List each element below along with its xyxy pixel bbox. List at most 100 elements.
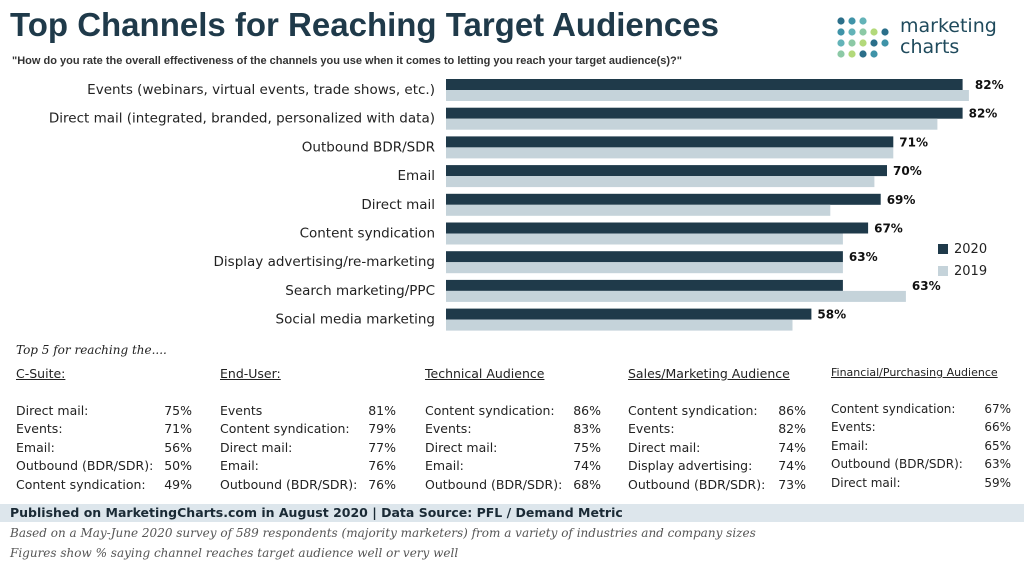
logo-dot bbox=[837, 17, 845, 25]
value-label-2020: 67% bbox=[874, 222, 903, 236]
bar-2020 bbox=[446, 251, 843, 263]
item-value: 79% bbox=[368, 421, 396, 437]
legend-label-2020: 2020 bbox=[954, 241, 988, 257]
bar-2019 bbox=[446, 290, 906, 302]
page-title: Top Channels for Reaching Target Audienc… bbox=[10, 6, 719, 43]
item-value: 76% bbox=[368, 476, 396, 492]
value-label-2020: 82% bbox=[975, 78, 1004, 92]
list-item: Content syndication: 86% bbox=[425, 402, 601, 420]
bar-2019 bbox=[446, 90, 969, 101]
item-value: 81% bbox=[368, 403, 396, 418]
bar-2019 bbox=[446, 204, 831, 216]
category-label: Content syndication bbox=[300, 226, 435, 242]
value-label-2020: 69% bbox=[887, 193, 916, 207]
item-label: Content syndication: bbox=[425, 403, 555, 418]
logo-line-2: charts bbox=[900, 36, 960, 58]
item-value: 63% bbox=[984, 457, 1011, 472]
marketing-charts-logo: marketing charts bbox=[836, 14, 1021, 62]
bar-2019 bbox=[446, 118, 938, 130]
list-item: Content syndication: 79% bbox=[220, 420, 396, 438]
list-item: Events: 71% bbox=[16, 420, 192, 438]
list-item: Outbound (BDR/SDR): 76% bbox=[220, 476, 396, 494]
item-value: 67% bbox=[984, 402, 1011, 416]
column-heading: Sales/Marketing Audience bbox=[628, 366, 790, 381]
bar-2019 bbox=[446, 319, 793, 331]
survey-note: Based on a May-June 2020 survey of 589 r… bbox=[10, 526, 756, 540]
item-value: 76% bbox=[368, 458, 396, 474]
bar-2019 bbox=[446, 233, 843, 245]
item-label: Content syndication: bbox=[220, 421, 350, 437]
list-item: Content syndication: 86% bbox=[628, 402, 806, 420]
list-item: Outbound (BDR/SDR): 73% bbox=[628, 476, 806, 494]
list-item: Events: 66% bbox=[831, 418, 1011, 436]
item-label: Display advertising: bbox=[628, 458, 753, 474]
item-value: 49% bbox=[164, 476, 192, 492]
item-label: Outbound (BDR/SDR): bbox=[628, 476, 766, 492]
item-label: Content syndication: bbox=[831, 402, 956, 416]
column-heading: Financial/Purchasing Audience bbox=[831, 366, 998, 379]
legend-item-2019: 2019 bbox=[938, 260, 987, 282]
list-item: Direct mail: 75% bbox=[425, 439, 601, 457]
item-label: Direct mail: bbox=[831, 475, 901, 490]
list-item: Outbound (BDR/SDR): 50% bbox=[16, 457, 192, 475]
bar-2020 bbox=[446, 136, 894, 148]
item-label: Events: bbox=[16, 421, 63, 437]
value-label-2020: 70% bbox=[893, 164, 922, 178]
column-heading: C-Suite: bbox=[16, 366, 66, 381]
item-value: 50% bbox=[164, 458, 192, 474]
list-item: Events 81% bbox=[220, 402, 396, 420]
list-item: Email: 65% bbox=[831, 437, 1011, 455]
list-item: Direct mail: 74% bbox=[628, 439, 806, 457]
item-value: 56% bbox=[164, 439, 192, 455]
bar-2020 bbox=[446, 79, 963, 90]
top5-title: Top 5 for reaching the.... bbox=[16, 343, 167, 357]
logo-dot bbox=[837, 28, 845, 36]
list-item: Email: 76% bbox=[220, 457, 396, 475]
item-label: Events: bbox=[831, 420, 876, 435]
bar-2020 bbox=[446, 222, 869, 234]
top5-column-end-user: End-User: Events 81% Content syndication:… bbox=[220, 366, 396, 494]
item-value: 65% bbox=[984, 438, 1011, 453]
item-value: 74% bbox=[778, 458, 806, 474]
item-value: 86% bbox=[573, 403, 601, 418]
bar-2020 bbox=[446, 308, 812, 320]
logo-dot bbox=[859, 50, 867, 58]
list-item: Outbound (BDR/SDR): 68% bbox=[425, 476, 601, 494]
item-label: Direct mail: bbox=[425, 439, 498, 455]
list-item: Events: 83% bbox=[425, 420, 601, 438]
legend-swatch-2020 bbox=[938, 244, 948, 254]
item-value: 71% bbox=[164, 421, 192, 437]
bar-2020 bbox=[446, 279, 843, 291]
top5-column-c-suite: C-Suite: Direct mail: 75% Events: 71% Emai… bbox=[16, 366, 192, 494]
logo-dot bbox=[837, 50, 845, 58]
legend-swatch-2019 bbox=[938, 266, 948, 276]
logo-dot bbox=[870, 39, 878, 47]
category-label: Direct mail bbox=[361, 197, 435, 213]
item-value: 74% bbox=[573, 458, 601, 474]
column-heading: Technical Audience bbox=[425, 366, 545, 381]
item-label: Email: bbox=[220, 458, 259, 474]
item-label: Outbound (BDR/SDR): bbox=[831, 457, 963, 472]
logo-dot bbox=[859, 28, 867, 36]
item-label: Events: bbox=[425, 421, 472, 437]
item-value: 75% bbox=[164, 403, 192, 418]
item-label: Events bbox=[220, 403, 263, 418]
value-label-2020: 63% bbox=[912, 279, 941, 293]
category-label: Social media marketing bbox=[276, 312, 435, 328]
list-item: Content syndication: 67% bbox=[831, 400, 1011, 418]
category-label: Email bbox=[398, 168, 435, 184]
list-item: Content syndication: 49% bbox=[16, 476, 192, 494]
list-item: Direct mail: 77% bbox=[220, 439, 396, 457]
logo-dot bbox=[870, 50, 878, 58]
logo-dot bbox=[848, 39, 856, 47]
item-value: 77% bbox=[368, 439, 396, 455]
bar-2019 bbox=[446, 262, 843, 274]
item-value: 66% bbox=[984, 420, 1011, 435]
logo-dot bbox=[848, 50, 856, 58]
logo-dot bbox=[848, 28, 856, 36]
category-label: Direct mail (integrated, branded, person… bbox=[49, 111, 435, 127]
top5-column-financial-purchasing: Financial/Purchasing Audience Content sy… bbox=[831, 366, 1011, 492]
list-item: Outbound (BDR/SDR): 63% bbox=[831, 455, 1011, 473]
logo-dot bbox=[859, 17, 867, 25]
value-label-2020: 58% bbox=[817, 308, 846, 322]
